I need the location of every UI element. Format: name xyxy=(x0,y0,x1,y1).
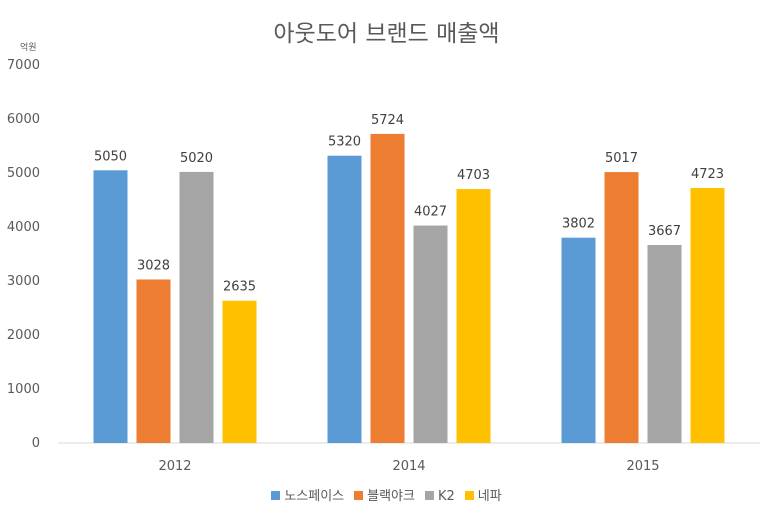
legend-label: 네파 xyxy=(477,489,502,504)
x-tick-label: 2012 xyxy=(158,459,191,474)
legend: 노스페이스 블랙야크 K2 네파 xyxy=(0,485,773,504)
y-axis-unit-label: 억원 xyxy=(20,43,37,53)
data-label: 3667 xyxy=(648,224,681,239)
data-label: 5017 xyxy=(605,151,638,166)
bar-2014-1 xyxy=(370,133,405,444)
legend-item: K2 xyxy=(424,489,455,504)
legend-label: K2 xyxy=(437,489,455,504)
legend-item: 네파 xyxy=(464,485,502,504)
bar-2015-0 xyxy=(561,237,596,443)
bar-2014-3 xyxy=(456,189,491,443)
bar-2015-3 xyxy=(690,187,725,443)
y-tick-label: 1000 xyxy=(7,382,40,397)
y-tick-label: 2000 xyxy=(7,328,40,343)
legend-swatch xyxy=(354,491,364,500)
data-label: 4703 xyxy=(457,168,490,183)
legend-swatch xyxy=(424,491,434,500)
data-label: 3802 xyxy=(562,217,595,232)
bar-2012-3 xyxy=(222,300,257,443)
x-tick-label: 2014 xyxy=(392,459,425,474)
data-label: 4723 xyxy=(691,167,724,182)
legend-item: 블랙야크 xyxy=(354,485,415,504)
bar-2015-2 xyxy=(647,244,682,443)
y-tick-label: 6000 xyxy=(7,112,40,127)
y-tick-label: 0 xyxy=(32,436,40,451)
chart-title: 아웃도어 브랜드 매출액 xyxy=(273,21,500,47)
legend-label: 노스페이스 xyxy=(284,489,345,504)
data-label: 5050 xyxy=(94,149,127,164)
data-label: 2635 xyxy=(223,280,256,295)
bar-2012-0 xyxy=(93,170,128,444)
data-label: 4027 xyxy=(414,205,447,220)
data-label: 3028 xyxy=(137,258,170,273)
y-tick-label: 3000 xyxy=(7,274,40,289)
legend-swatch xyxy=(271,491,281,500)
bar-2012-1 xyxy=(136,279,171,443)
data-label: 5020 xyxy=(180,151,213,166)
bar-2012-2 xyxy=(179,171,214,444)
y-tick-label: 4000 xyxy=(7,220,40,235)
legend-swatch xyxy=(464,491,474,500)
legend-label: 블랙야크 xyxy=(367,489,415,504)
x-tick-label: 2015 xyxy=(626,459,659,474)
bar-2015-1 xyxy=(604,172,639,443)
bar-2014-0 xyxy=(327,155,362,443)
bar-2014-2 xyxy=(413,225,448,443)
y-tick-label: 5000 xyxy=(7,166,40,181)
y-tick-label: 7000 xyxy=(7,58,40,73)
legend-item: 노스페이스 xyxy=(271,485,344,504)
data-label: 5320 xyxy=(328,135,361,150)
data-label: 5724 xyxy=(371,113,404,128)
